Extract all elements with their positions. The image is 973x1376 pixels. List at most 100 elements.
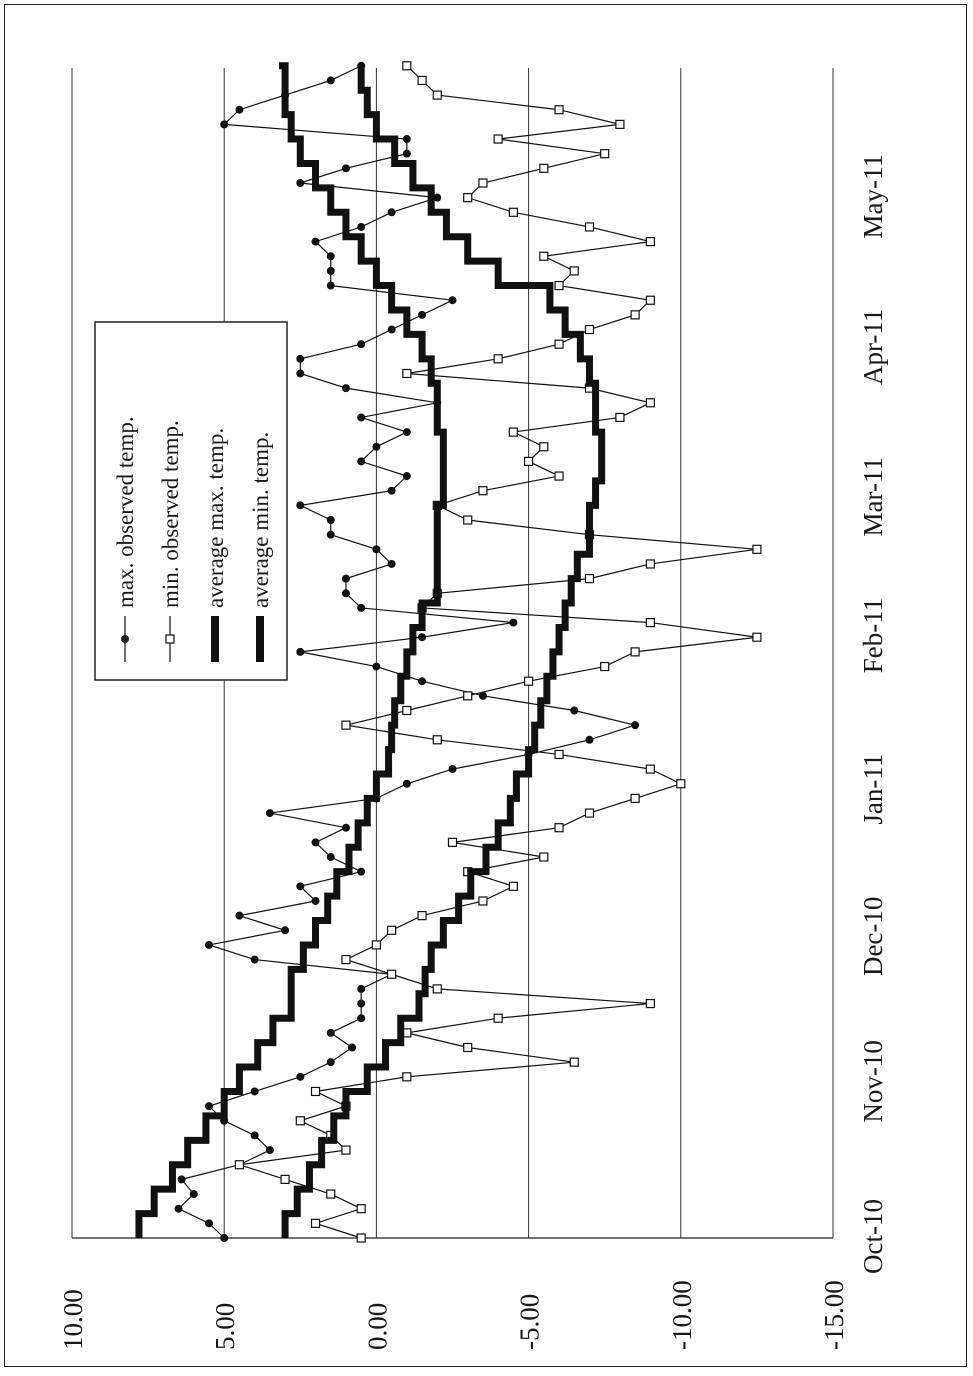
max-observed-point [402, 779, 411, 788]
legend-min-observed-marker [165, 634, 175, 644]
max-observed-point [402, 135, 411, 144]
min-observed-point [584, 574, 595, 584]
min-observed-point [341, 1145, 351, 1155]
min-observed-point [478, 486, 488, 496]
max-observed-point [341, 384, 350, 393]
max-observed-point [509, 618, 518, 627]
max-observed-point [341, 589, 350, 598]
min-observed-point [584, 808, 595, 818]
date-tick-label-3: Jan-11 [858, 754, 888, 825]
legend-min-observed-label: min. observed temp. [158, 420, 183, 608]
min-observed-point [539, 852, 549, 862]
min-observed-point [615, 119, 625, 129]
max-observed-point [204, 1102, 213, 1111]
min-observed-point [478, 178, 488, 188]
chart-frame [4, 4, 967, 1367]
max-observed-point [265, 809, 274, 818]
min-observed-point [645, 998, 655, 1009]
min-observed-point [645, 559, 655, 569]
min-observed-point [645, 398, 655, 408]
min-observed-point [417, 911, 427, 921]
temperature-tick-label-5: -15.00 [819, 1280, 849, 1350]
temperature-tick-label-4: -10.00 [667, 1280, 697, 1350]
series-line-2 [135, 62, 447, 1238]
max-observed-point [235, 911, 244, 920]
max-observed-point [357, 413, 366, 422]
min-observed-point [341, 720, 351, 730]
max-observed-point [296, 354, 305, 363]
min-observed-point [645, 237, 655, 247]
date-tick-label-4: Feb-11 [858, 598, 888, 674]
max-observed-point [326, 1028, 335, 1037]
min-observed-point [234, 1160, 245, 1170]
temperature-tick-label-0: 10.00 [58, 1289, 88, 1350]
max-observed-point [357, 999, 366, 1008]
max-observed-point [296, 178, 305, 187]
max-observed-point [174, 1204, 183, 1213]
max-observed-point [402, 428, 411, 437]
max-observed-point [348, 1043, 357, 1052]
min-observed-point [280, 1174, 290, 1184]
max-observed-point [585, 735, 594, 744]
max-observed-point [341, 574, 350, 583]
max-observed-point [326, 516, 335, 525]
max-observed-point [478, 691, 487, 700]
max-observed-point [235, 105, 244, 114]
min-observed-point [645, 764, 655, 774]
max-observed-point [341, 823, 350, 832]
min-observed-point [600, 661, 610, 672]
max-observed-point [372, 442, 381, 451]
min-observed-point [402, 705, 412, 716]
date-tick-labels: Oct-10 Nov-10 Dec-10 Jan-11 Feb-11 Mar-11 Apr-… [858, 154, 888, 1274]
max-observed-point [418, 677, 427, 686]
min-observed-point [356, 1233, 366, 1243]
min-observed-point [554, 105, 564, 115]
min-observed-point [402, 368, 412, 379]
max-observed-point [326, 266, 335, 275]
min-observed-point [508, 207, 518, 217]
legend-avg-max-label: average max. temp. [203, 428, 228, 608]
max-observed-point [357, 984, 366, 993]
min-observed-point [615, 412, 625, 423]
min-observed-point [554, 749, 564, 760]
legend-max-observed-label: max. observed temp. [113, 416, 138, 608]
legend: max. observed temp. min. observed temp. … [94, 321, 288, 681]
legend-max-observed-marker [121, 635, 129, 643]
min-observed-point [493, 1013, 503, 1023]
max-observed-point [433, 193, 442, 202]
min-observed-point [432, 90, 442, 100]
max-observed-point [418, 633, 427, 642]
min-observed-point [569, 266, 579, 276]
date-tick-label-0: Oct-10 [858, 1199, 888, 1274]
max-observed-point [357, 222, 366, 231]
max-observed-point [220, 1234, 229, 1242]
max-observed-point [418, 310, 427, 319]
min-observed-point [387, 969, 397, 979]
max-observed-point [311, 896, 320, 905]
max-observed-point [296, 647, 305, 656]
min-observed-point [508, 427, 518, 437]
min-observed-point [630, 793, 640, 804]
min-observed-point [371, 940, 381, 950]
min-observed-point [478, 896, 488, 906]
max-observed-point [326, 281, 335, 290]
min-observed-point [402, 61, 412, 71]
max-observed-point [204, 1219, 213, 1228]
max-observed-point [326, 530, 335, 539]
max-observed-point [189, 1190, 198, 1199]
date-tick-label-6: Apr-11 [858, 309, 888, 385]
max-observed-point [250, 955, 259, 964]
min-observed-point [447, 837, 458, 847]
max-observed-point [296, 369, 305, 378]
max-observed-point [448, 765, 457, 774]
temperature-tick-labels: 10.00 5.00 0.00 -5.00 -10.00 -15.00 [58, 1280, 849, 1350]
max-observed-point [357, 603, 366, 612]
max-observed-point [387, 486, 396, 495]
max-observed-point [265, 1146, 274, 1155]
min-observed-point [523, 456, 534, 466]
min-observed-point [493, 134, 503, 144]
date-tick-label-2: Dec-10 [858, 897, 888, 976]
max-observed-point [326, 252, 335, 261]
max-observed-point [220, 120, 229, 129]
min-observed-point [645, 295, 655, 305]
